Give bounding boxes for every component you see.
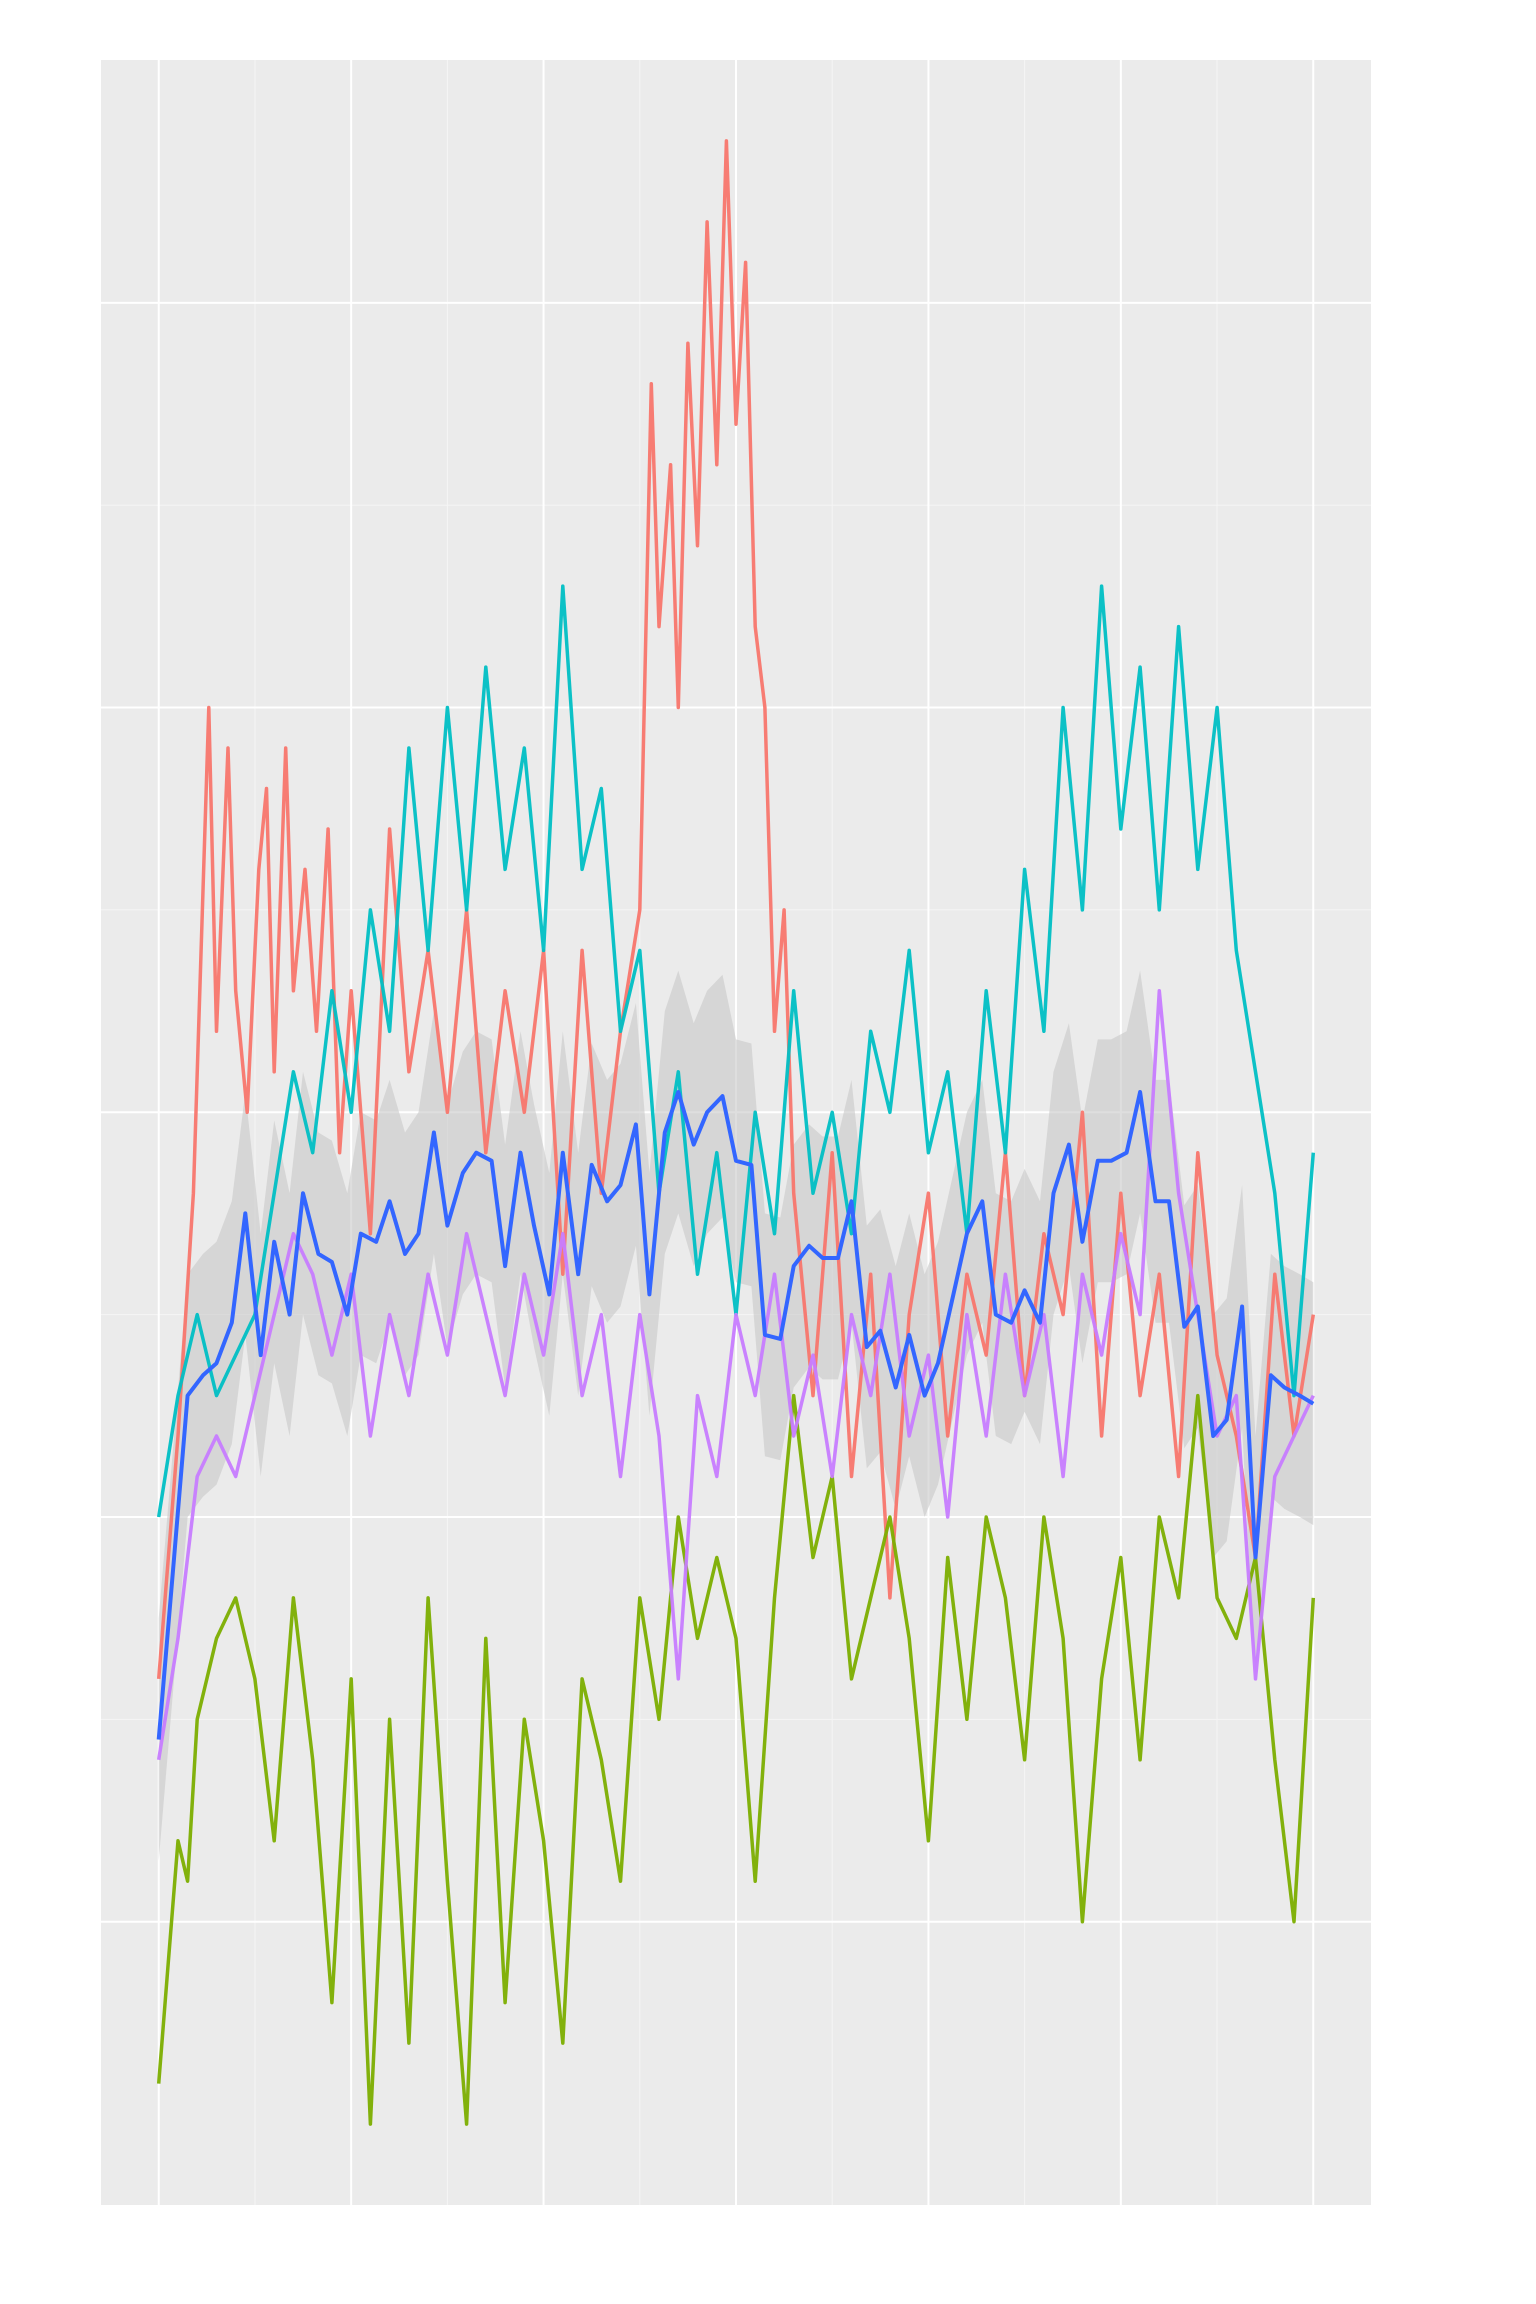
series-line-1 — [156, 139, 1316, 1680]
series-line-4 — [156, 989, 1315, 1761]
grid-major — [101, 60, 1371, 2205]
smooth-line — [156, 1090, 1315, 1740]
confidence-band-area — [158, 970, 1314, 1861]
series-line-2 — [156, 1393, 1316, 2126]
confidence-band — [158, 970, 1314, 1861]
series-layer — [156, 139, 1316, 2126]
smooth-layer — [156, 1090, 1315, 1740]
